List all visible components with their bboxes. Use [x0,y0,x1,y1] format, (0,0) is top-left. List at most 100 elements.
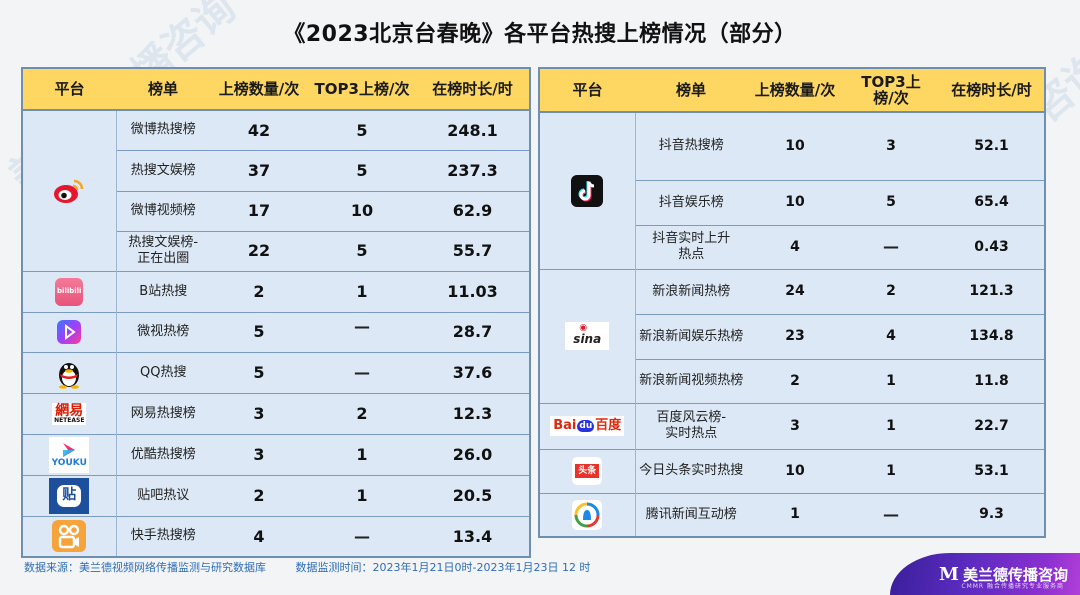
count-value: 4 [747,224,843,269]
hours-value: 9.3 [939,492,1045,537]
list-name: 新浪新闻娱乐热榜 [635,313,747,359]
toutiao-logo-icon: 头条 [572,457,603,485]
monitoring-period-note: 数据监测时间：2023年1月21日0时-2023年1月23日 12 时 [295,561,591,574]
brand-subtitle: CMMR 融合传播研究专业服务商 [961,583,1064,590]
top3-value: 5 [308,109,416,150]
table-row: 抖音娱乐榜 10 5 65.4 [539,179,1045,225]
sina-text: sina [573,331,602,346]
header-hours: 在榜时长/时 [416,68,530,111]
header-list: 榜单 [116,68,210,111]
platform-cell-netease: 網易 NETEASE [22,392,117,434]
count-value: 23 [747,313,843,359]
top3-value: 3 [843,111,939,180]
platform-cell-baidu: Bai du 百度 [539,402,636,449]
douyin-logo-icon [570,174,604,208]
count-value: 22 [210,230,308,271]
count-value: 3 [210,433,308,475]
table-row: 新浪新闻视频热榜 2 1 11.8 [539,358,1045,403]
table-row: 抖音热搜榜 10 3 52.1 [539,111,1045,269]
hours-value: 22.7 [939,402,1045,449]
netease-cn-text: 網易 [55,402,84,419]
table-row: 热搜文娱榜-正在出圈 22 5 55.7 [22,230,530,271]
header-hours: 在榜时长/时 [939,68,1045,113]
header-platform: 平台 [539,68,635,113]
count-value: 37 [210,149,308,191]
platform-cell-toutiao: 头条 [539,448,636,493]
page-title: 《2023北京台春晚》各平台热搜上榜情况（部分） [283,22,797,47]
list-name: 网易热搜榜 [116,392,210,434]
platform-cell-kuaishou [22,515,117,557]
platform-cell-weishi [22,311,117,352]
count-value: 5 [210,311,308,352]
top3-value: 1 [843,448,939,493]
table-row: 快手热搜榜 4 — 13.4 [22,515,530,557]
platform-cell-sina: ◉ sina [539,268,636,403]
hours-value: 65.4 [939,179,1045,225]
hours-value: 134.8 [939,313,1045,359]
count-value: 4 [210,515,308,557]
header-platform: 平台 [22,68,116,111]
netease-en-text: NETEASE [54,416,85,424]
data-source-note: 数据来源：美兰德视频网络传播监测与研究数据库 [24,561,266,574]
count-value: 5 [210,351,308,393]
platform-cell-weibo [22,110,117,271]
list-name: 腾讯新闻互动榜 [635,492,747,537]
table-row: 腾讯新闻互动榜 1 — 9.3 [539,492,1045,537]
count-value: 10 [747,111,843,180]
top3-value: 1 [308,433,416,475]
platform-cell-qq [22,351,117,393]
baidu-cn-text: 百度 [595,418,622,434]
table-row: 微博热搜榜 42 5 248.1 [22,109,530,271]
list-name: QQ热搜 [116,351,210,393]
hours-value: 11.03 [416,270,530,312]
hours-value: 248.1 [416,109,530,150]
list-name: 抖音实时上升热点 [635,224,747,269]
table-row: 头条 今日头条实时热搜 10 1 53.1 [539,448,1045,493]
count-value: 42 [210,109,308,150]
count-value: 24 [747,268,843,314]
table-row: 微视热榜 5 — 28.7 [22,311,530,352]
weibo-logo-icon [52,177,86,205]
count-value: 2 [210,270,308,312]
footer: 数据来源：美兰德视频网络传播监测与研究数据库 数据监测时间：2023年1月21日… [24,559,616,575]
header-count: 上榜数量/次 [747,68,843,113]
table-row: ◉ sina 新浪新闻热榜 24 2 121.3 [539,268,1045,403]
brand-logo: M 美兰德传播咨询 CMMR 融合传播研究专业服务商 [890,553,1080,595]
top3-value: — [843,492,939,537]
tieba-text: 贴 [57,484,82,507]
top3-value: 1 [308,474,416,516]
list-name: 今日头条实时热搜 [635,448,747,493]
hours-value: 55.7 [416,230,530,271]
list-name: B站热搜 [116,270,210,312]
header-count: 上榜数量/次 [210,68,308,111]
list-name: 百度风云榜-实时热点 [635,402,747,449]
top3-value: — [308,515,416,557]
list-name: 抖音热搜榜 [635,111,747,180]
hours-value: 37.6 [416,351,530,393]
list-name: 新浪新闻视频热榜 [635,358,747,403]
count-value: 3 [210,392,308,434]
hours-value: 121.3 [939,268,1045,314]
cmmr-mark-icon: M [939,563,959,585]
top3-value: 10 [308,190,416,231]
table-row: 抖音实时上升热点 4 — 0.43 [539,224,1045,269]
platform-cell-tieba: 贴 [22,474,117,516]
header-top3: TOP3上榜/次 [843,68,939,113]
netease-logo-icon: 網易 NETEASE [52,402,87,425]
top3-value: 4 [843,313,939,359]
hours-value: 62.9 [416,190,530,231]
top3-value: 1 [843,402,939,449]
hours-value: 20.5 [416,474,530,516]
list-name: 微博视频榜 [116,190,210,231]
top3-value: 2 [308,392,416,434]
platform-cell-youku: YOUKU [22,433,117,475]
top3-value: 2 [843,268,939,314]
list-name: 抖音娱乐榜 [635,179,747,225]
table-row: Bai du 百度 百度风云榜-实时热点 3 1 22.7 [539,402,1045,449]
platform-cell-tencent-news [539,492,636,537]
sina-eye-icon: ◉ [579,323,588,333]
table-row: 微博视频榜 17 10 62.9 [22,190,530,231]
table-row: YOUKU 优酷热搜榜 3 1 26.0 [22,433,530,475]
table-row: 新浪新闻娱乐热榜 23 4 134.8 [539,313,1045,359]
brand-name: 美兰德传播咨询 [962,565,1068,584]
